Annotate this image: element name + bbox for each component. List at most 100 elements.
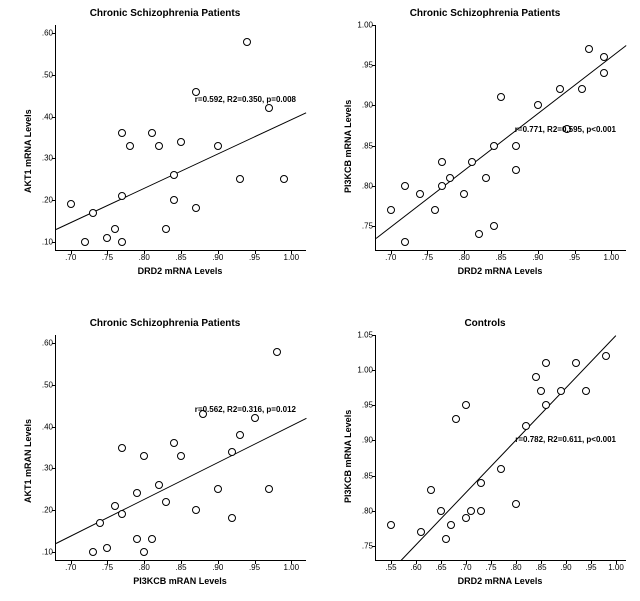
data-point (265, 485, 273, 493)
xtick: .80 (459, 250, 470, 262)
data-point (417, 528, 425, 536)
data-point (273, 348, 281, 356)
xtick: .95 (249, 250, 260, 262)
data-point (452, 415, 460, 423)
data-point (585, 45, 593, 53)
xtick: .85 (535, 560, 546, 572)
data-point (460, 190, 468, 198)
xtick: .90 (560, 560, 571, 572)
data-point (96, 519, 104, 527)
data-point (582, 387, 590, 395)
y-axis-label-bl: AKT1 mRAN Levels (23, 418, 33, 502)
data-point (155, 142, 163, 150)
ytick: .75 (362, 541, 376, 550)
plot-area-br: .75.80.85.90.951.001.05.55.60.65.70.75.8… (375, 335, 626, 561)
ytick: .40 (42, 422, 56, 431)
data-point (557, 387, 565, 395)
ytick: .85 (362, 141, 376, 150)
data-point (133, 535, 141, 543)
plot-area-bl: .10.20.30.40.50.60.70.75.80.85.90.951.00… (55, 335, 306, 561)
panel-title-tr: Chronic Schizophrenia Patients (345, 8, 625, 19)
ytick: .60 (42, 339, 56, 348)
xtick: .85 (175, 560, 186, 572)
xtick: .85 (175, 250, 186, 262)
data-point (67, 200, 75, 208)
ytick: .20 (42, 506, 56, 515)
data-point (140, 548, 148, 556)
x-axis-label-tr: DRD2 mRNA Levels (375, 266, 625, 276)
data-point (556, 85, 564, 93)
data-point (600, 53, 608, 61)
ytick: .95 (362, 401, 376, 410)
data-point (537, 387, 545, 395)
data-point (431, 206, 439, 214)
data-point (148, 129, 156, 137)
data-point (578, 85, 586, 93)
stats-text-bl: r=0.562, R2=0.316, p=0.012 (195, 405, 296, 414)
xtick: .70 (65, 250, 76, 262)
ytick: .90 (362, 436, 376, 445)
data-point (170, 171, 178, 179)
data-point (447, 521, 455, 529)
data-point (401, 182, 409, 190)
data-point (133, 489, 141, 497)
data-point (148, 535, 156, 543)
data-point (140, 452, 148, 460)
data-point (111, 502, 119, 510)
data-point (437, 507, 445, 515)
xtick: .55 (385, 560, 396, 572)
data-point (177, 452, 185, 460)
data-point (532, 373, 540, 381)
xtick: 1.00 (283, 560, 299, 572)
data-point (542, 359, 550, 367)
ytick: .20 (42, 196, 56, 205)
data-point (89, 548, 97, 556)
data-point (401, 238, 409, 246)
data-point (162, 225, 170, 233)
xtick: .60 (410, 560, 421, 572)
data-point (387, 206, 395, 214)
xtick: .80 (139, 250, 150, 262)
data-point (103, 544, 111, 552)
ytick: .40 (42, 112, 56, 121)
data-point (416, 190, 424, 198)
xtick: .90 (212, 560, 223, 572)
data-point (542, 401, 550, 409)
panel-title-bl: Chronic Schizophrenia Patients (25, 318, 305, 329)
xtick: .70 (385, 250, 396, 262)
data-point (243, 38, 251, 46)
regression-line (376, 45, 627, 239)
data-point (170, 439, 178, 447)
data-point (228, 514, 236, 522)
ytick: .10 (42, 547, 56, 556)
data-point (118, 238, 126, 246)
data-point (572, 359, 580, 367)
xtick: .75 (102, 560, 113, 572)
data-point (126, 142, 134, 150)
xtick: .80 (139, 560, 150, 572)
ytick: 1.00 (357, 366, 376, 375)
ytick: .50 (42, 71, 56, 80)
xtick: .95 (569, 250, 580, 262)
xtick: .65 (435, 560, 446, 572)
data-point (251, 414, 259, 422)
data-point (177, 138, 185, 146)
data-point (236, 175, 244, 183)
xtick: .95 (585, 560, 596, 572)
data-point (214, 142, 222, 150)
data-point (600, 69, 608, 77)
y-axis-label-br: PI3KCB mRNA Levels (343, 409, 353, 502)
data-point (512, 166, 520, 174)
data-point (89, 209, 97, 217)
ytick: .60 (42, 29, 56, 38)
data-point (477, 507, 485, 515)
ytick: .75 (362, 221, 376, 230)
data-point (442, 535, 450, 543)
data-point (170, 196, 178, 204)
ytick: 1.05 (357, 331, 376, 340)
x-axis-label-bl: PI3KCB mRAN Levels (55, 576, 305, 586)
ytick: .10 (42, 237, 56, 246)
y-axis-label-tl: AKT1 mRNA Levels (23, 109, 33, 193)
data-point (155, 481, 163, 489)
xtick: .85 (495, 250, 506, 262)
